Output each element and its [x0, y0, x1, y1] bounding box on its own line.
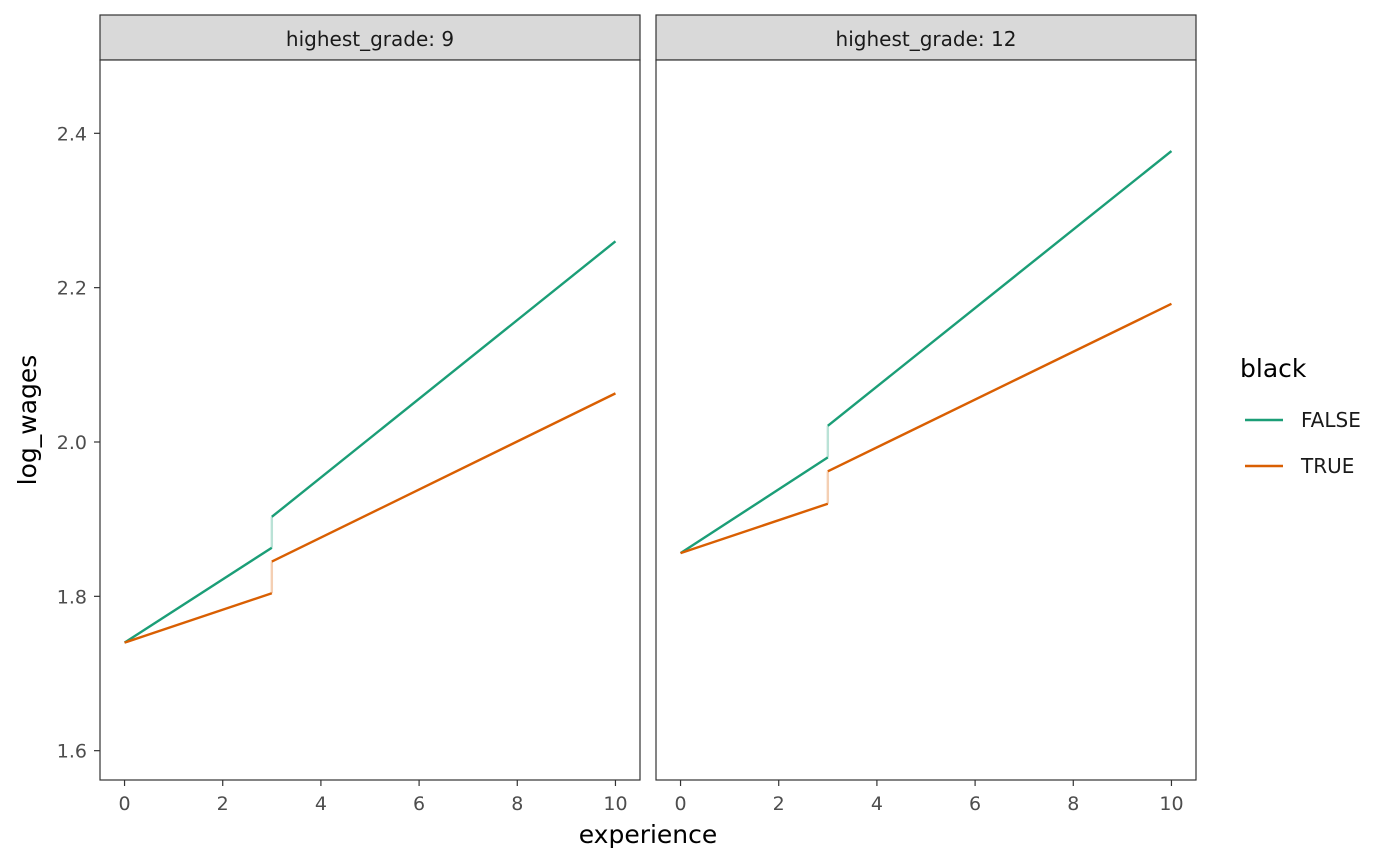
- x-axis-1: 0 2 4 6 8 10: [118, 780, 628, 815]
- facet-strip-1: [99, 14, 641, 61]
- x-tick-label: 10: [1159, 793, 1183, 815]
- facet-strip-label-1: highest_grade: 9: [286, 27, 454, 51]
- x-tick-label: 2: [773, 793, 785, 815]
- x-tick-label: 4: [871, 793, 883, 815]
- series-false-line-segment-2: [271, 240, 617, 518]
- legend-entries: FALSE TRUE: [1245, 408, 1361, 478]
- x-tick-label: 10: [603, 793, 627, 815]
- y-tick-label: 2.2: [57, 278, 87, 300]
- series-false-line-segment-1: [123, 546, 273, 644]
- x-tick-label: 0: [118, 793, 130, 815]
- y-axis: 1.6 1.8 2.0 2.2 2.4: [57, 123, 100, 763]
- facet-lines-1: [123, 240, 617, 644]
- legend: black FALSE TRUE: [1240, 354, 1361, 478]
- series-false-line-segment-1: [679, 456, 829, 555]
- facet-panel-border-2: [655, 59, 1197, 781]
- y-tick-label: 2.4: [57, 123, 87, 145]
- series-true-line-segment-1: [124, 592, 273, 644]
- series-true-line-segment-2: [827, 302, 1172, 473]
- facet-panel-2: highest_grade: 12 0 2 4 6 8 10: [655, 14, 1197, 815]
- x-tick-label: 4: [315, 793, 327, 815]
- facet-panel-border-1: [99, 59, 641, 781]
- legend-label-true: TRUE: [1300, 454, 1354, 478]
- legend-label-false: FALSE: [1301, 408, 1361, 432]
- y-tick-label: 2.0: [57, 432, 87, 454]
- series-true-line-segment-1: [680, 502, 829, 555]
- y-tick-label: 1.8: [57, 586, 87, 608]
- x-axis-title: experience: [579, 820, 718, 849]
- facet-panel-1: highest_grade: 9 0 2 4 6 8 10: [99, 14, 641, 815]
- y-axis-title: log_wages: [13, 355, 42, 486]
- x-tick-label: 0: [674, 793, 686, 815]
- x-axis-2: 0 2 4 6 8 10: [674, 780, 1184, 815]
- x-tick-label: 8: [1067, 793, 1079, 815]
- x-tick-label: 6: [413, 793, 425, 815]
- facet-lines-2: [679, 150, 1173, 555]
- legend-title: black: [1240, 354, 1307, 383]
- x-tick-label: 8: [511, 793, 523, 815]
- facet-strip-label-2: highest_grade: 12: [836, 27, 1017, 51]
- series-false-line-segment-2: [827, 150, 1173, 427]
- x-tick-label: 6: [969, 793, 981, 815]
- x-tick-label: 2: [217, 793, 229, 815]
- series-true-line-segment-2: [271, 392, 616, 563]
- y-tick-label: 1.6: [57, 741, 87, 763]
